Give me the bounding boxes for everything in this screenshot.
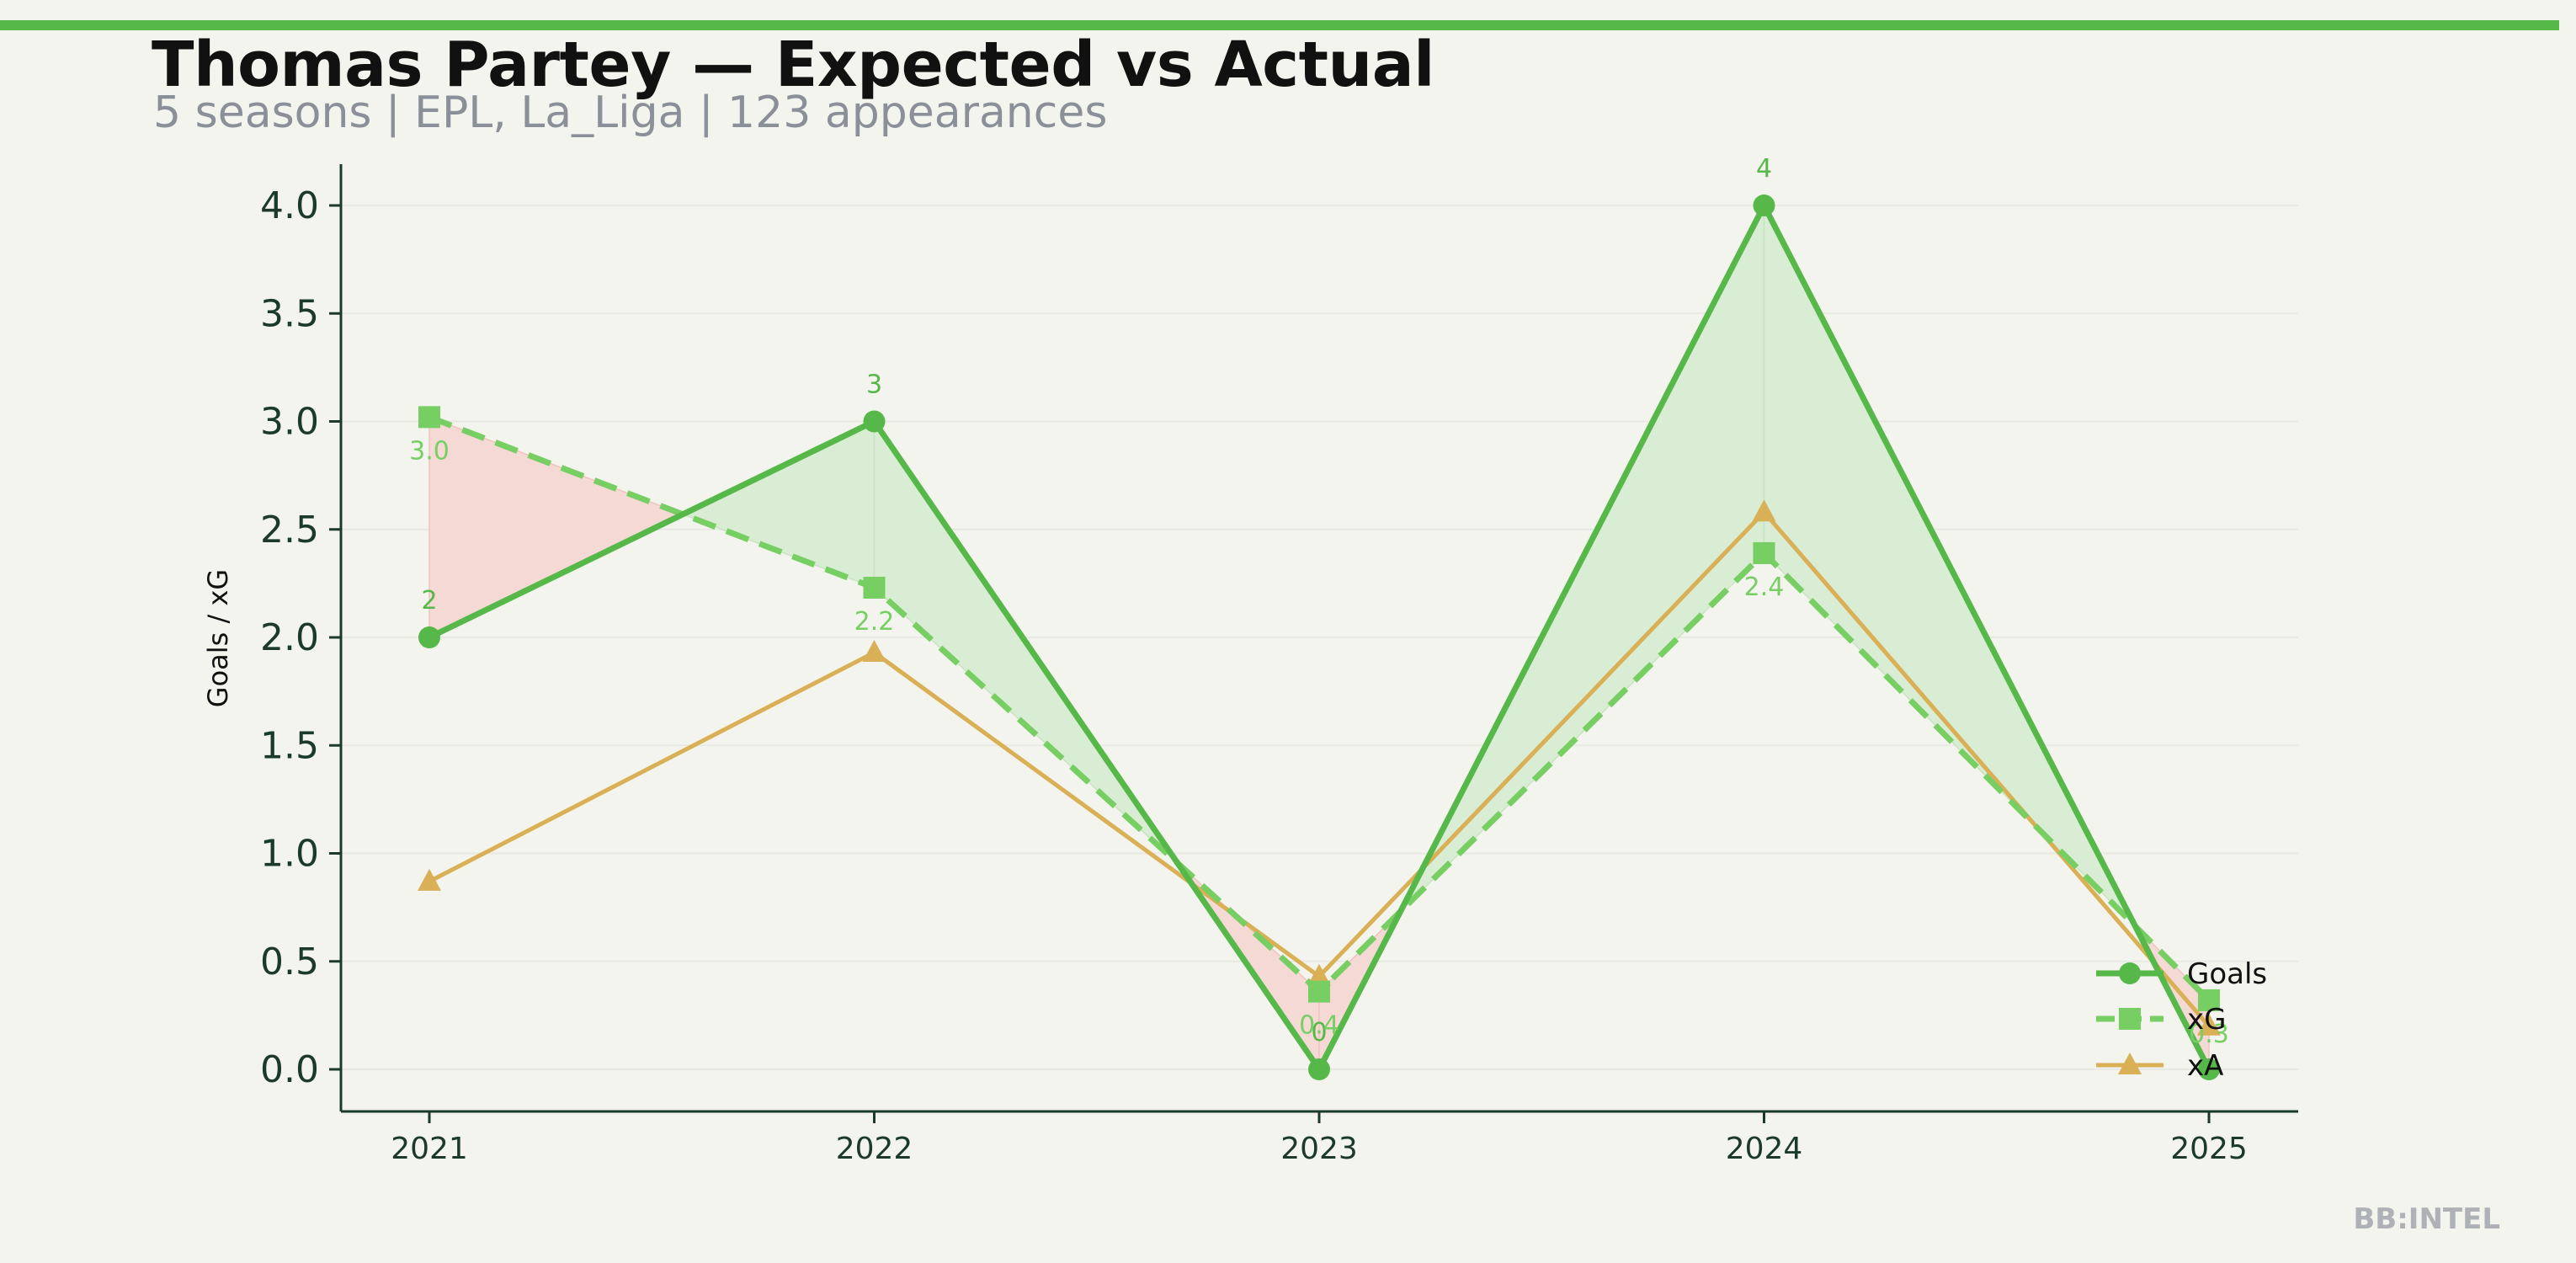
data-label-goals: 4 [1756,154,1772,184]
legend-label-xa: xA [2187,1049,2223,1083]
y-tick-label: 2.5 [260,509,319,552]
watermark: BB:INTEL [2353,1202,2500,1236]
x-tick-label: 2022 [836,1132,913,1166]
chart-subtitle: 5 seasons | EPL, La_Liga | 123 appearanc… [153,88,1108,138]
data-point-goals [1753,195,1775,216]
data-label-xg: 2.2 [854,607,895,637]
y-tick-label: 1.0 [260,833,319,876]
chart-title: Thomas Partey — Expected vs Actual [152,29,1435,101]
overperformance-area [681,420,876,589]
data-point-xg [418,406,440,429]
y-axis-label: Goals / xG [202,569,234,707]
y-tick-label: 3.0 [260,401,319,444]
y-tick-label: 4.0 [260,184,319,227]
accent-bar [0,20,2559,30]
legend-marker-goals [2119,962,2141,984]
y-tick-label: 0.5 [260,941,319,983]
legend-label-goals: Goals [2187,957,2267,991]
data-point-xa [418,868,441,891]
data-point-xa [862,639,886,662]
x-tick-label: 2024 [1726,1132,1803,1166]
data-point-xa [2197,1013,2221,1036]
data-label-xg: 0.3 [2189,1020,2229,1049]
x-tick-label: 2023 [1280,1132,1358,1166]
data-point-goals [1308,1058,1330,1080]
data-point-goals [2198,1058,2220,1080]
data-point-goals [863,410,886,433]
data-point-goals [418,626,440,648]
data-point-xg [1308,980,1330,1003]
data-label-xg: 0.4 [1299,1011,1339,1041]
data-point-xa [1307,963,1331,986]
x-tick-label: 2025 [2170,1132,2248,1166]
data-point-xa [1752,499,1776,522]
y-tick-label: 3.5 [260,292,319,335]
data-labels: 2 3 0 4 3.0 2.2 0.4 2.4 0.3 [409,154,2229,1049]
series [418,195,2221,1080]
legend-marker-xg [2119,1008,2141,1030]
data-label-xg: 3.0 [409,436,450,466]
data-label-goals: 2 [421,586,437,616]
y-tick-label: 0.0 [260,1048,319,1091]
data-label-xg: 2.4 [1744,573,1785,602]
legend-label-xg: xG [2187,1003,2226,1037]
x-tick-label: 2021 [391,1132,468,1166]
data-label-goals: 3 [866,370,882,400]
y-tick-label: 1.5 [260,724,319,767]
x-ticks: 2021 2022 2023 2024 2025 [391,1111,2248,1166]
data-point-xg [1753,541,1775,564]
data-point-xg [2198,989,2220,1011]
data-label-goals: 0 [1311,1018,1327,1047]
data-point-xg [863,577,886,600]
underperformance-area [428,416,685,639]
y-tick-label: 2.0 [260,616,319,659]
grid [341,205,2298,1070]
y-ticks: 0.0 0.5 1.0 1.5 2.0 2.5 3.0 3.5 4.0 [260,184,341,1091]
legend-marker-xa [2118,1052,2142,1074]
legend: Goals xG xA [2096,957,2267,1083]
